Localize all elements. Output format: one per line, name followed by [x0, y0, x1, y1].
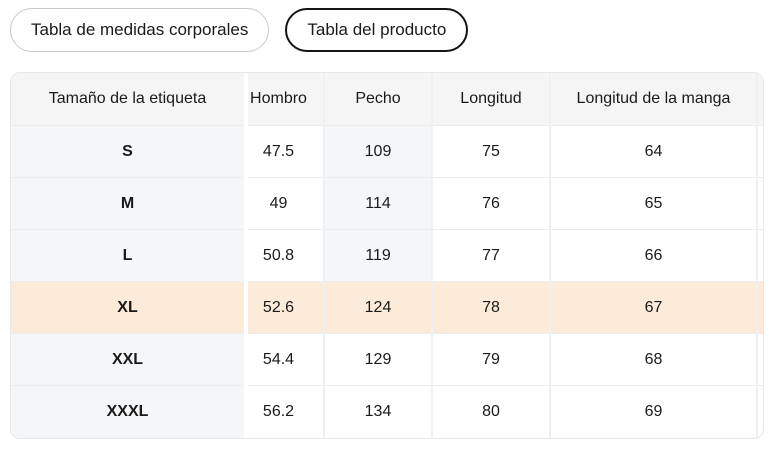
column-header-hombro: Hombro: [234, 73, 323, 126]
row-label-m[interactable]: M: [11, 178, 244, 230]
column-header-longitud-manga: Longitud de la manga: [551, 73, 756, 126]
cell-manga-l[interactable]: 66: [551, 230, 756, 282]
product-size-table: Hombro 47.5 49 50.8 52.6 54.4 56.2 Pecho…: [10, 72, 764, 439]
tab-product-table[interactable]: Tabla del producto: [285, 8, 469, 52]
cell-pecho-xxl[interactable]: 129: [325, 334, 431, 386]
column-longitud-manga: Longitud de la manga 64 65 66 67 68 69: [549, 73, 756, 438]
column-hombro: Hombro 47.5 49 50.8 52.6 54.4 56.2: [232, 73, 323, 438]
cell-hombro-xl[interactable]: 52.6: [234, 282, 323, 334]
label-column: Tamaño de la etiqueta S M L XL XXL XXXL: [11, 73, 248, 438]
column-longitud: Longitud 75 76 77 78 79 80: [431, 73, 549, 438]
cell-manga-xxxl[interactable]: 69: [551, 386, 756, 438]
cell-hombro-s[interactable]: 47.5: [234, 126, 323, 178]
cell-pecho-s[interactable]: 109: [325, 126, 431, 178]
cell-longitud-l[interactable]: 77: [433, 230, 549, 282]
tab-body-measurements[interactable]: Tabla de medidas corporales: [10, 8, 270, 52]
cell-hombro-l[interactable]: 50.8: [234, 230, 323, 282]
cell-hombro-xxl[interactable]: 54.4: [234, 334, 323, 386]
row-label-xxxl[interactable]: XXXL: [11, 386, 244, 438]
cell-manga-s[interactable]: 64: [551, 126, 756, 178]
row-label-s[interactable]: S: [11, 126, 244, 178]
column-header-longitud: Longitud: [433, 73, 549, 126]
cell-pecho-m[interactable]: 114: [325, 178, 431, 230]
cell-longitud-s[interactable]: 75: [433, 126, 549, 178]
cell-manga-xl[interactable]: 67: [551, 282, 756, 334]
cell-longitud-xxl[interactable]: 79: [433, 334, 549, 386]
cell-pecho-l[interactable]: 119: [325, 230, 431, 282]
cell-longitud-xxxl[interactable]: 80: [433, 386, 549, 438]
column-header-pecho: Pecho: [325, 73, 431, 126]
column-header-clipped: [758, 73, 763, 126]
cell-hombro-xxxl[interactable]: 56.2: [234, 386, 323, 438]
cell-hombro-m[interactable]: 49: [234, 178, 323, 230]
cell-pecho-xl[interactable]: 124: [325, 282, 431, 334]
row-label-xl[interactable]: XL: [11, 282, 244, 334]
cell-pecho-xxxl[interactable]: 134: [325, 386, 431, 438]
cell-longitud-xl[interactable]: 78: [433, 282, 549, 334]
column-header-tamano: Tamaño de la etiqueta: [11, 73, 244, 126]
column-pecho: Pecho 109 114 119 124 129 134: [323, 73, 431, 438]
row-label-l[interactable]: L: [11, 230, 244, 282]
size-chart-tabs: Tabla de medidas corporales Tabla del pr…: [10, 8, 469, 52]
cell-longitud-m[interactable]: 76: [433, 178, 549, 230]
cell-manga-xxl[interactable]: 68: [551, 334, 756, 386]
column-clipped: [756, 73, 763, 438]
row-label-xxl[interactable]: XXL: [11, 334, 244, 386]
cell-manga-m[interactable]: 65: [551, 178, 756, 230]
scrollable-columns: Hombro 47.5 49 50.8 52.6 54.4 56.2 Pecho…: [232, 73, 763, 438]
